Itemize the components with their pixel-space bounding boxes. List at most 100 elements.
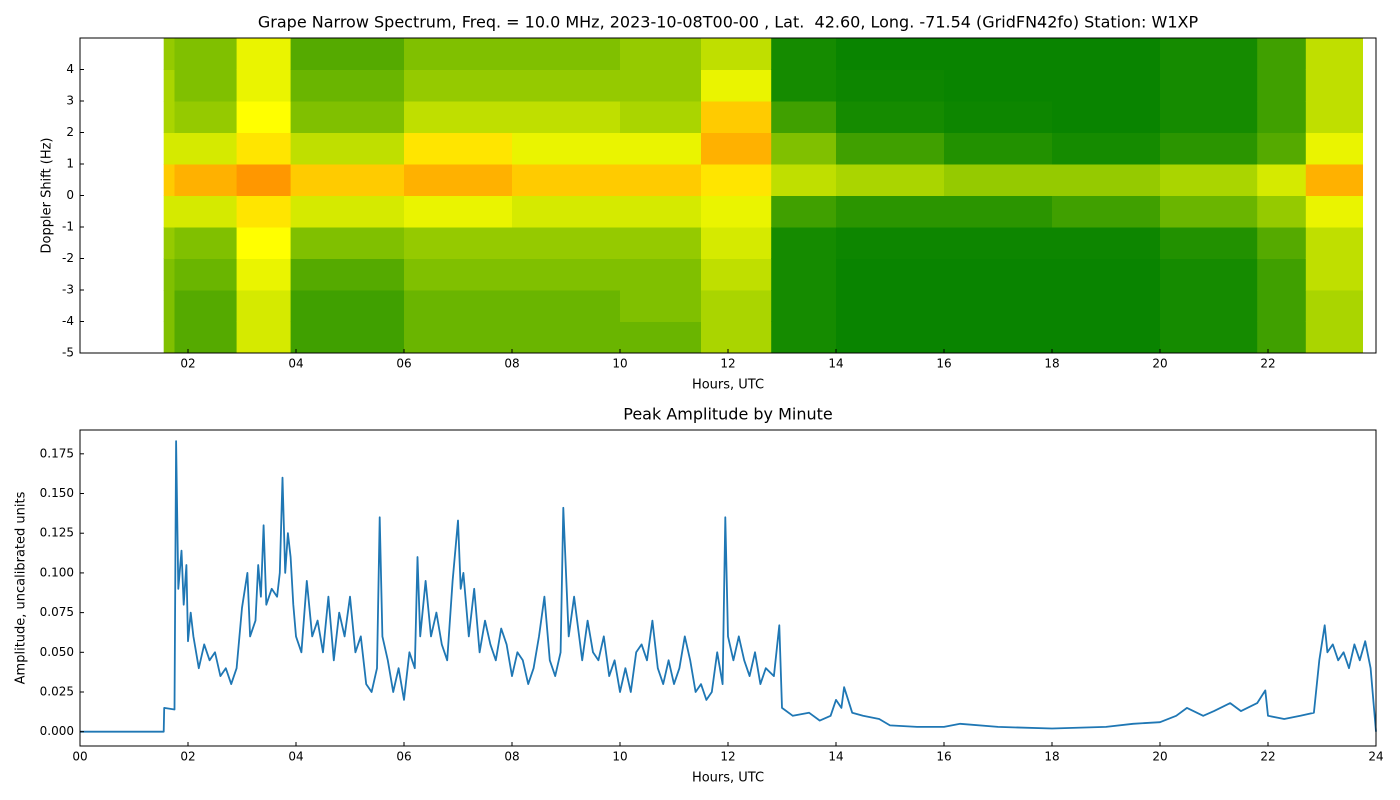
x-tick-label: 14 — [828, 357, 843, 371]
heat-cell — [163, 38, 175, 70]
axes-frame — [79, 429, 1377, 747]
heat-cell — [163, 69, 175, 102]
heat-cell — [1305, 227, 1363, 259]
x-tick-label: 16 — [936, 357, 951, 371]
heat-cell — [236, 290, 292, 322]
heat-cell — [1160, 195, 1258, 228]
y-tick-label: 0.050 — [40, 645, 74, 659]
heat-cell — [1305, 164, 1363, 196]
heat-cell — [1052, 258, 1161, 291]
y-tick-label: 0.075 — [40, 605, 74, 619]
x-tick-label: 22 — [1260, 750, 1275, 764]
heat-cell — [404, 164, 513, 196]
heat-cell — [771, 69, 837, 102]
heat-cell — [290, 164, 405, 196]
heat-cell — [944, 258, 1053, 291]
heat-cell — [1257, 164, 1307, 196]
x-tick-label: 20 — [1152, 357, 1167, 371]
heat-cell — [1052, 321, 1161, 354]
heat-cell — [701, 195, 772, 228]
heat-cell — [163, 101, 175, 133]
x-tick-label: 12 — [720, 357, 735, 371]
heat-cell — [1160, 321, 1258, 354]
heat-cell — [163, 195, 175, 228]
heat-cell — [1160, 164, 1258, 196]
heat-cell — [512, 69, 621, 102]
y-tick-label: 0.125 — [40, 526, 74, 540]
heat-cell — [290, 258, 405, 291]
heat-cell — [771, 258, 837, 291]
heat-cell — [836, 38, 945, 70]
x-tick-label: 22 — [1260, 357, 1275, 371]
heat-cell — [701, 290, 772, 322]
y-tick-label: -5 — [62, 346, 74, 360]
heat-cell — [620, 132, 702, 165]
heat-cell — [836, 321, 945, 354]
y-tick-label: 4 — [66, 62, 74, 76]
heat-cell — [620, 164, 702, 196]
x-axis-label: Hours, UTC — [692, 771, 764, 786]
x-tick-label: 12 — [720, 750, 735, 764]
x-tick-label: 08 — [504, 750, 519, 764]
heat-cell — [174, 101, 238, 133]
heat-cell — [1160, 227, 1258, 259]
heat-cell — [290, 321, 405, 354]
heat-cell — [836, 290, 945, 322]
heat-cell — [944, 195, 1053, 228]
y-axis-label: Amplitude, uncalibrated units — [14, 491, 29, 684]
heat-cell — [1160, 258, 1258, 291]
heat-cell — [404, 132, 513, 165]
heat-cell — [771, 321, 837, 354]
heat-cell — [1052, 101, 1161, 133]
heat-cell — [1160, 132, 1258, 165]
heat-cell — [174, 258, 238, 291]
heat-cell — [290, 227, 405, 259]
heat-cell — [174, 38, 238, 70]
y-tick-label: 0.000 — [40, 724, 74, 738]
amplitude-line — [80, 440, 1377, 733]
y-tick-label: -2 — [62, 251, 74, 265]
heat-cell — [620, 227, 702, 259]
heat-cell — [771, 227, 837, 259]
heat-cell — [236, 258, 292, 291]
x-tick-label: 24 — [1368, 750, 1383, 764]
heat-cell — [174, 132, 238, 165]
heat-cell — [163, 290, 175, 322]
heat-cell — [163, 258, 175, 291]
heat-cell — [1305, 132, 1363, 165]
heat-cell — [836, 195, 945, 228]
heat-cell — [620, 290, 702, 322]
heat-cell — [290, 132, 405, 165]
heat-cell — [1160, 69, 1258, 102]
heat-cell — [944, 132, 1053, 165]
heat-cell — [701, 132, 772, 165]
heat-cell — [236, 69, 292, 102]
heat-cell — [1052, 195, 1161, 228]
heat-cell — [1052, 132, 1161, 165]
x-tick-label: 00 — [72, 750, 87, 764]
heat-cell — [1052, 290, 1161, 322]
heat-cell — [1257, 132, 1307, 165]
heat-cell — [512, 164, 621, 196]
heat-cell — [512, 195, 621, 228]
heat-cell — [163, 164, 175, 196]
heat-cell — [701, 69, 772, 102]
heat-cell — [836, 227, 945, 259]
x-tick-label: 14 — [828, 750, 843, 764]
heat-cell — [404, 195, 513, 228]
y-tick-label: 0.150 — [40, 486, 74, 500]
heat-cell — [1305, 321, 1363, 354]
heat-cell — [404, 101, 513, 133]
heat-cell — [1305, 258, 1363, 291]
heat-cell — [174, 227, 238, 259]
heat-cell — [236, 101, 292, 133]
x-tick-label: 18 — [1044, 357, 1059, 371]
x-tick-label: 06 — [396, 750, 411, 764]
y-tick-label: 0 — [66, 188, 74, 202]
heat-cell — [174, 290, 238, 322]
heat-cell — [944, 69, 1053, 102]
heat-cell — [404, 227, 513, 259]
heat-cell — [404, 258, 513, 291]
heat-cell — [1305, 69, 1363, 102]
heat-cell — [771, 290, 837, 322]
